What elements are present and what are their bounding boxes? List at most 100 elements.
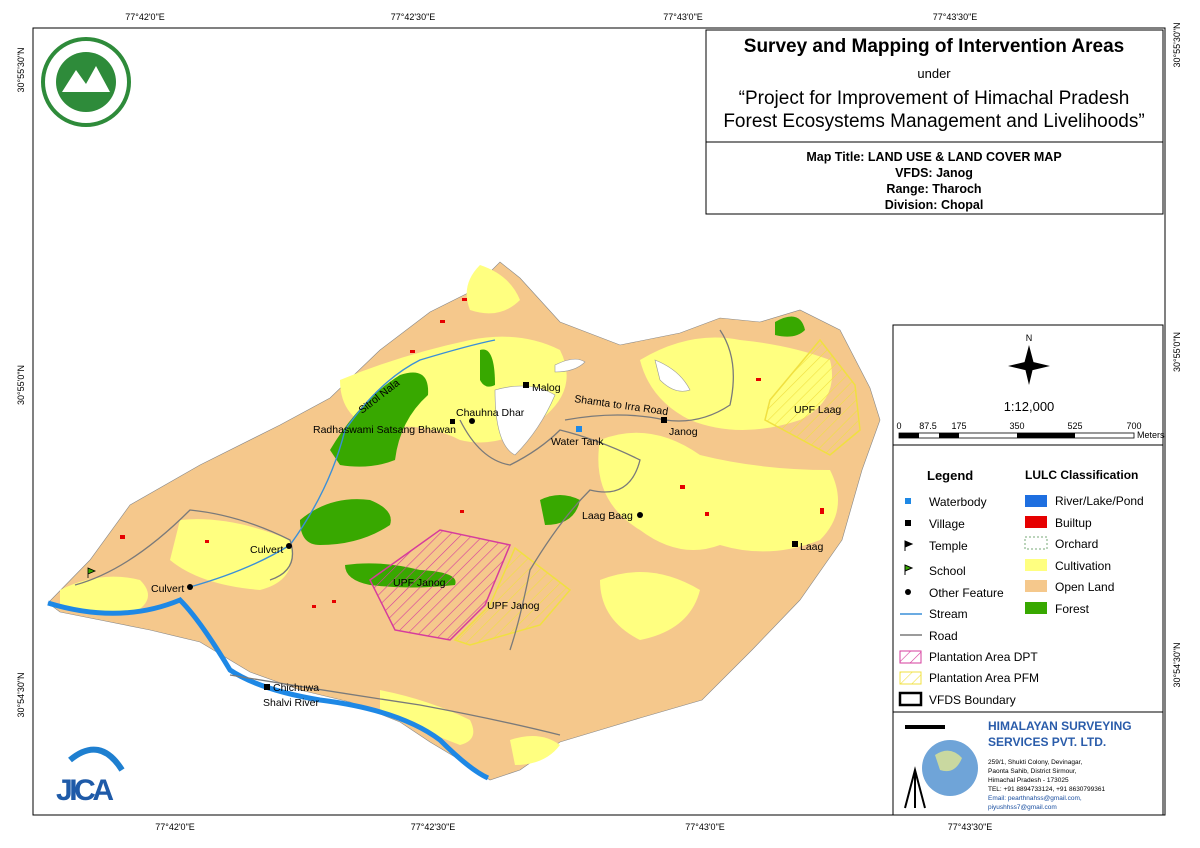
- address-line: Himachal Pradesh - 173025: [988, 777, 1069, 784]
- feature-symbol: [637, 512, 643, 518]
- coord-label: 30°54'30"N: [16, 672, 26, 717]
- coord-label: 77°43'30"E: [948, 822, 993, 832]
- legend-texts: Waterbody Village Temple School Other Featur…: [929, 494, 1144, 707]
- map-shape: [899, 671, 922, 685]
- map-shape: [905, 725, 945, 729]
- coord-label: 30°55'30"N: [16, 47, 26, 92]
- map-shape: [905, 498, 911, 504]
- map-shape: [460, 510, 464, 513]
- title-box: [705, 29, 1164, 143]
- map-shape: [1025, 602, 1047, 614]
- map-shape: [654, 359, 691, 392]
- scale-panel: [892, 324, 1164, 446]
- place-label: Janog: [669, 426, 698, 438]
- coord-label: 77°43'0"E: [685, 822, 725, 832]
- subtitle: under: [917, 66, 951, 81]
- map-shape: [899, 433, 919, 438]
- map-shape: [898, 432, 1135, 439]
- map-shape: [120, 535, 125, 539]
- company-address: 259/1, Shukti Colony, Devinagar, Paonta S…: [988, 759, 1105, 811]
- place-label: UPF Janog: [487, 600, 540, 612]
- address-line: TEL: +91 8894733124, +91 8630799361: [988, 786, 1105, 793]
- lulc-label: Forest: [1055, 602, 1090, 616]
- map-shape: [554, 358, 586, 373]
- lulc-label: Open Land: [1055, 580, 1114, 594]
- stream: [189, 339, 496, 588]
- north-arrow: [1008, 345, 1050, 385]
- address-line: Paonta Sahib, District Sirmour,: [988, 768, 1077, 775]
- map-shape: [905, 589, 911, 595]
- project-name: Forest Ecosystems Management and Livelih…: [723, 111, 1144, 132]
- map-shape: [330, 372, 429, 467]
- map-shape: [332, 600, 336, 603]
- map-shape: [62, 66, 110, 92]
- company-name: SERVICES PVT. LTD.: [988, 735, 1106, 749]
- river: [47, 597, 490, 781]
- map-shape: [68, 746, 125, 772]
- map-shape: [1024, 536, 1048, 550]
- info-box: [705, 141, 1164, 215]
- feature-symbol: [187, 584, 193, 590]
- map-shape: [904, 766, 926, 809]
- map-shape: [775, 316, 805, 337]
- map-shape: [60, 576, 148, 615]
- scale-label: 0: [896, 421, 901, 431]
- title: Survey and Mapping of Intervention Areas: [744, 36, 1124, 57]
- company-name: HIMALAYAN SURVEYING: [988, 719, 1132, 733]
- coord-label: 77°43'30"E: [933, 12, 978, 22]
- coord-label: 77°42'0"E: [125, 12, 165, 22]
- map-shape: [205, 540, 209, 543]
- map-shape: [170, 519, 292, 590]
- legend-label: Other Feature: [929, 586, 1004, 600]
- place-label: Shalvi River: [263, 697, 320, 709]
- place-label: UPF Janog: [393, 577, 446, 589]
- legend-label: Temple: [929, 539, 968, 553]
- map-shape: [820, 508, 824, 514]
- map-shape: [1025, 495, 1047, 507]
- coord-label: 77°42'30"E: [411, 822, 456, 832]
- legend-title: Legend: [927, 468, 973, 483]
- coord-label: 30°55'0"N: [16, 365, 26, 405]
- place-label: Chauhna Dhar: [456, 407, 525, 419]
- map-shape: [480, 349, 495, 387]
- project-name: “Project for Improvement of Himachal Pra…: [739, 88, 1130, 109]
- map-shape: [380, 690, 474, 745]
- place-label: Malog: [532, 382, 561, 394]
- scale-ratio: 1:12,000: [1004, 399, 1055, 414]
- plantation-pfm: [453, 546, 572, 646]
- village-symbol: [264, 684, 270, 690]
- address-line: Email: pearthnahss@gmail.com,: [988, 795, 1082, 802]
- scale-label: 350: [1009, 421, 1024, 431]
- map-shape: [494, 385, 556, 456]
- lulc-title: LULC Classification: [1025, 468, 1138, 482]
- coord-label: 77°43'0"E: [663, 12, 703, 22]
- place-label: UPF Laag: [794, 404, 841, 416]
- place-label: Water Tank: [551, 436, 604, 448]
- place-label: Laag Baag: [582, 510, 633, 522]
- place-label: Radhaswami Satsang Bhawan: [313, 424, 456, 436]
- address-line: piyushhss7@gmail.com: [988, 804, 1057, 811]
- school-symbol: [87, 567, 97, 578]
- legend-label: Village: [929, 517, 965, 531]
- map-shape: [598, 432, 838, 552]
- map-shape: [540, 495, 580, 525]
- map-shape: [680, 485, 685, 489]
- place-label: Culvert: [250, 544, 283, 556]
- map-shape: [600, 572, 700, 640]
- legend-label: VFDS Boundary: [929, 693, 1016, 707]
- map-shape: [74, 509, 294, 586]
- vfds: VFDS: Janog: [895, 166, 973, 180]
- coord-label: 30°54'30"N: [1172, 642, 1182, 687]
- address-line: 259/1, Shukti Colony, Devinagar,: [988, 759, 1082, 766]
- map-shape: [1025, 516, 1047, 528]
- road: [74, 329, 734, 736]
- village-symbol: [661, 417, 667, 423]
- village-symbol: [450, 419, 455, 424]
- feature-symbol: [286, 543, 292, 549]
- coord-label: 30°55'30"N: [1172, 22, 1182, 67]
- legend-label: Waterbody: [929, 495, 987, 509]
- map-title: Map Title: LAND USE & LAND COVER MAP: [806, 150, 1061, 164]
- scale-unit: Meters: [1137, 430, 1165, 440]
